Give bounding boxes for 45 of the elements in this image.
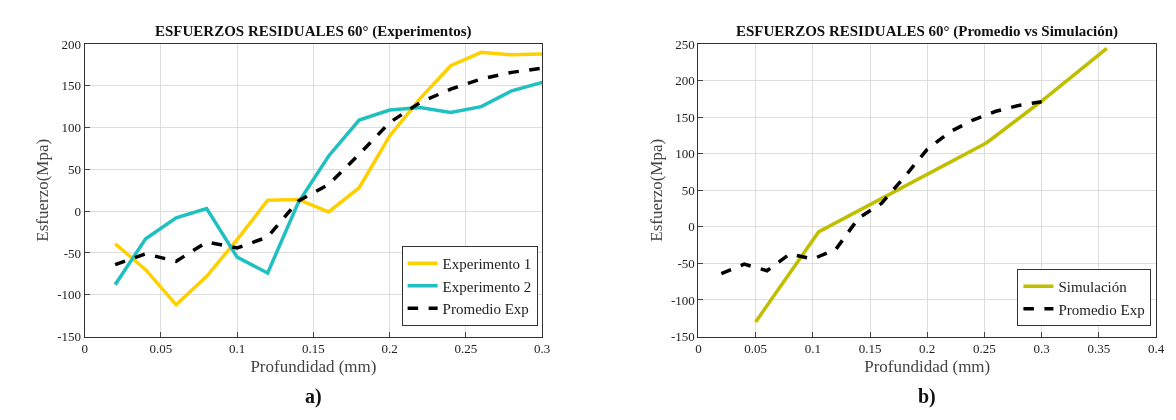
text: b) — [918, 385, 936, 408]
legend-label: Promedio Exp — [442, 301, 529, 318]
x-tick-label: 0.25 — [454, 341, 478, 357]
x-tick-label: 0.3 — [534, 341, 551, 357]
y-tick-label: -150 — [671, 329, 695, 345]
x-tick-label: 0.3 — [1033, 341, 1050, 357]
line-series — [719, 99, 1044, 276]
y-tick-label: 100 — [675, 146, 695, 162]
x-tick-label: 0.15 — [302, 341, 325, 357]
x-tick-label: 0.05 — [149, 341, 173, 357]
y-tick-label: 150 — [61, 78, 82, 94]
legend-label: Simulación — [1058, 279, 1128, 296]
chart-title: ESFUERZOS RESIDUALES 60° (Experimentos) — [155, 23, 472, 40]
y-tick-label: -100 — [57, 287, 82, 303]
legend-label: Experimento 1 — [442, 256, 532, 273]
x-tick-label: 0.25 — [973, 341, 996, 357]
x-tick-label: 0.2 — [919, 341, 936, 357]
y-tick-label: -50 — [677, 255, 695, 271]
x-tick-label: 0.35 — [1087, 341, 1111, 357]
y-axis-title: Esfuerzo(Mpa) — [32, 138, 52, 242]
y-tick-label: -150 — [57, 329, 82, 345]
chart-title: ESFUERZOS RESIDUALES 60° (Promedio vs Simulación) — [736, 23, 1119, 40]
y-tick-label: 50 — [68, 161, 82, 177]
text: a) — [305, 385, 322, 408]
x-tick-label: 0.1 — [804, 341, 821, 357]
y-tick-label: 0 — [74, 203, 82, 219]
x-axis-title: Profundidad (mm) — [864, 356, 991, 376]
x-tick-label: 0.1 — [229, 341, 246, 357]
y-tick-label: 100 — [61, 120, 82, 136]
y-tick-label: 0 — [688, 219, 695, 235]
y-tick-label: 250 — [675, 36, 695, 52]
x-tick-label: 0.15 — [858, 341, 882, 357]
y-tick-label: 200 — [675, 73, 695, 89]
y-tick-label: 50 — [681, 182, 695, 198]
legend-label: Experimento 2 — [442, 278, 532, 295]
x-tick-label: 0.05 — [744, 341, 768, 357]
x-tick-label: 0.2 — [381, 341, 398, 357]
y-tick-label: 150 — [675, 109, 695, 125]
y-axis-title: Esfuerzo(Mpa) — [646, 138, 666, 242]
x-tick-label: 0.4 — [1147, 341, 1165, 357]
y-tick-label: 200 — [61, 36, 82, 52]
legend-label: Promedio Exp — [1058, 301, 1145, 318]
y-tick-label: -100 — [671, 292, 695, 308]
x-axis-title: Profundidad (mm) — [250, 356, 377, 376]
y-tick-label: -50 — [63, 245, 82, 261]
